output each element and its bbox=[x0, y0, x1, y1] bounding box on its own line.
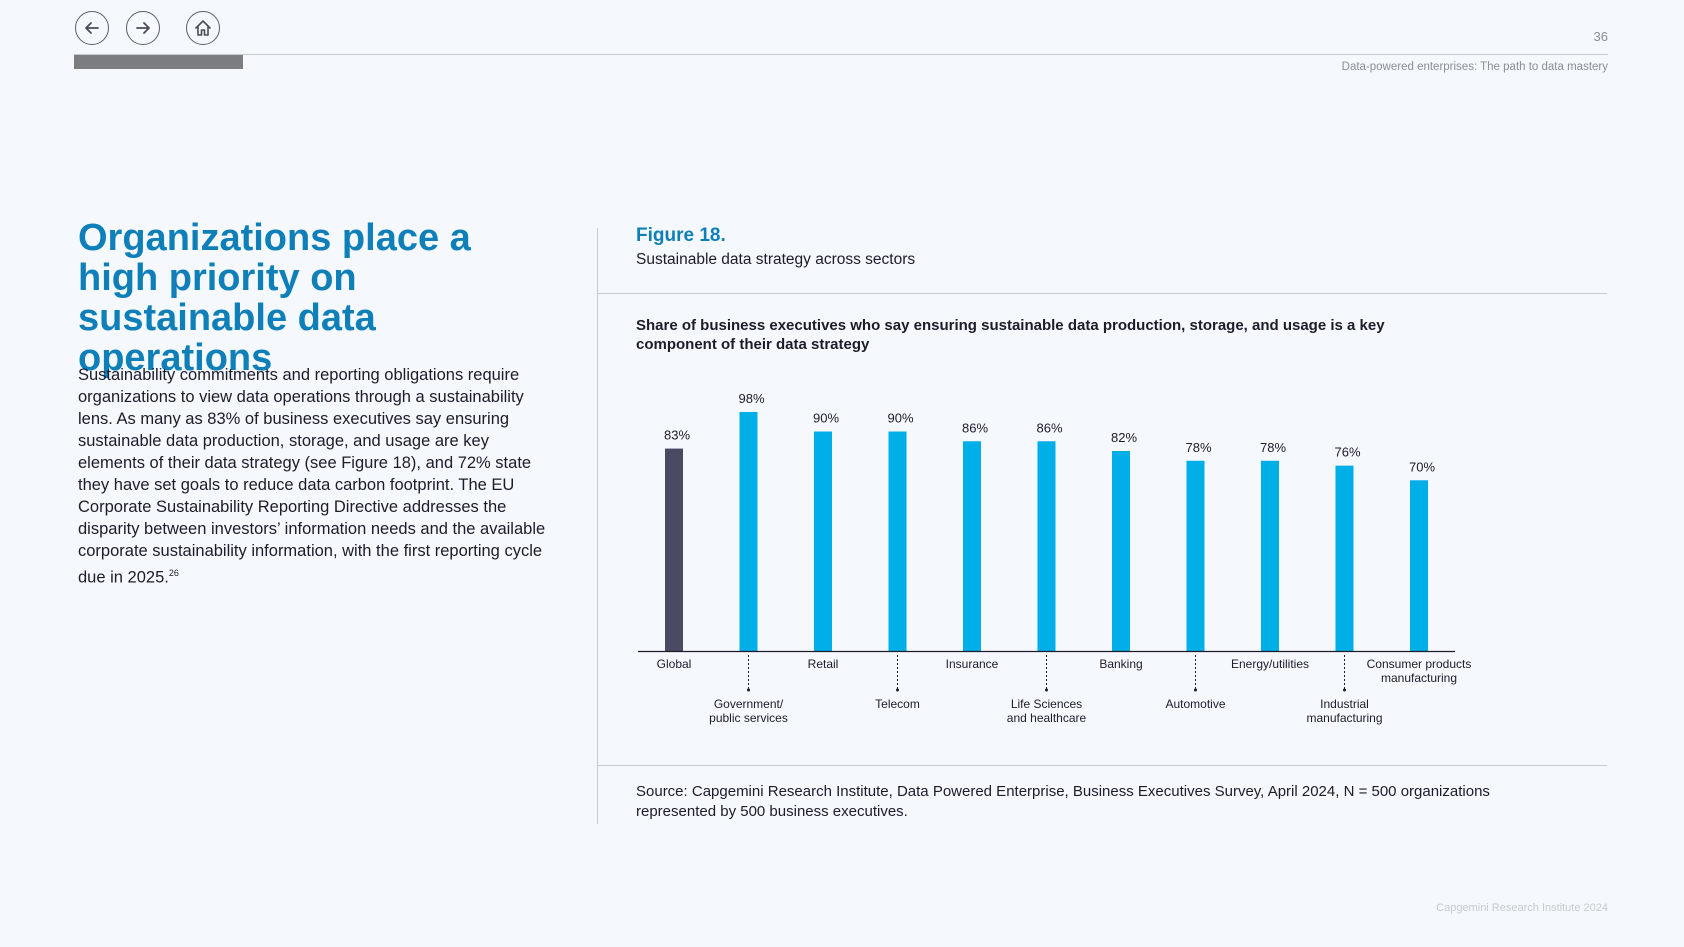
body-paragraph: Sustainability commitments and reporting… bbox=[78, 364, 548, 589]
arrow-left-icon bbox=[85, 22, 99, 34]
footer-text: Capgemini Research Institute 2024 bbox=[1436, 902, 1608, 914]
bar-5 bbox=[1037, 441, 1056, 651]
category-label-3: Telecom bbox=[875, 697, 920, 711]
bar-10 bbox=[1410, 480, 1428, 651]
source-note: Source: Capgemini Research Institute, Da… bbox=[636, 783, 1490, 820]
category-label-7: Automotive bbox=[1165, 697, 1225, 711]
figure-label: Figure 18. bbox=[636, 225, 726, 246]
bar-3 bbox=[888, 431, 907, 651]
figure-caption: Sustainable data strategy across sectors bbox=[636, 251, 916, 268]
bar-0 bbox=[665, 448, 683, 651]
footnote-marker: 26 bbox=[168, 568, 179, 578]
figure-rule-top bbox=[597, 293, 1607, 294]
value-label-5: 86% bbox=[1036, 420, 1062, 435]
column-divider bbox=[597, 228, 598, 824]
label-leader-dot-3 bbox=[896, 688, 899, 692]
home-icon bbox=[195, 20, 211, 36]
header-rule bbox=[74, 54, 1608, 55]
category-label-8: Energy/utilities bbox=[1231, 657, 1309, 671]
category-label-2: Retail bbox=[808, 657, 839, 671]
figure-rule-bottom bbox=[597, 765, 1607, 766]
category-label-6: Banking bbox=[1099, 657, 1142, 671]
label-leader-dot-1 bbox=[747, 688, 750, 692]
category-label-10: Consumer products manufacturing bbox=[1367, 657, 1472, 685]
category-label-0: Global bbox=[657, 657, 692, 671]
section-heading: Organizations place a high priority on s… bbox=[78, 217, 471, 379]
value-label-4: 86% bbox=[962, 420, 988, 435]
category-label-5: Life Sciences and healthcare bbox=[1007, 697, 1087, 725]
label-leader-dot-9 bbox=[1343, 688, 1346, 692]
category-label-4: Insurance bbox=[946, 657, 999, 671]
page-number: 36 bbox=[1593, 29, 1608, 44]
value-label-0: 83% bbox=[664, 428, 690, 443]
value-label-9: 76% bbox=[1334, 445, 1360, 460]
value-label-6: 82% bbox=[1111, 430, 1137, 445]
value-label-8: 78% bbox=[1260, 440, 1286, 455]
bar-6 bbox=[1112, 451, 1130, 651]
value-label-2: 90% bbox=[813, 411, 839, 426]
bar-8 bbox=[1261, 460, 1279, 651]
bar-2 bbox=[814, 431, 832, 651]
chart-title: Share of business executives who say ens… bbox=[636, 317, 1385, 353]
label-leader-dot-5 bbox=[1045, 688, 1048, 692]
category-label-1: Government/public services bbox=[709, 697, 788, 725]
bar-9 bbox=[1335, 465, 1354, 651]
bar-4 bbox=[963, 441, 981, 651]
document-title: Data-powered enterprises: The path to da… bbox=[1341, 61, 1608, 73]
value-label-3: 90% bbox=[887, 411, 913, 426]
label-leader-dot-7 bbox=[1194, 688, 1197, 692]
value-label-7: 78% bbox=[1185, 440, 1211, 455]
bar-1 bbox=[739, 412, 758, 651]
back-button[interactable] bbox=[75, 11, 109, 45]
value-label-10: 70% bbox=[1409, 459, 1435, 474]
value-label-1: 98% bbox=[738, 391, 764, 406]
home-button[interactable] bbox=[186, 11, 220, 45]
arrow-right-icon bbox=[136, 22, 150, 34]
body-text: Sustainability commitments and reporting… bbox=[78, 366, 546, 587]
bar-7 bbox=[1186, 460, 1205, 651]
forward-button[interactable] bbox=[126, 11, 160, 45]
reading-progress-bar bbox=[74, 55, 243, 69]
category-label-9: Industrial manufacturing bbox=[1306, 697, 1382, 725]
